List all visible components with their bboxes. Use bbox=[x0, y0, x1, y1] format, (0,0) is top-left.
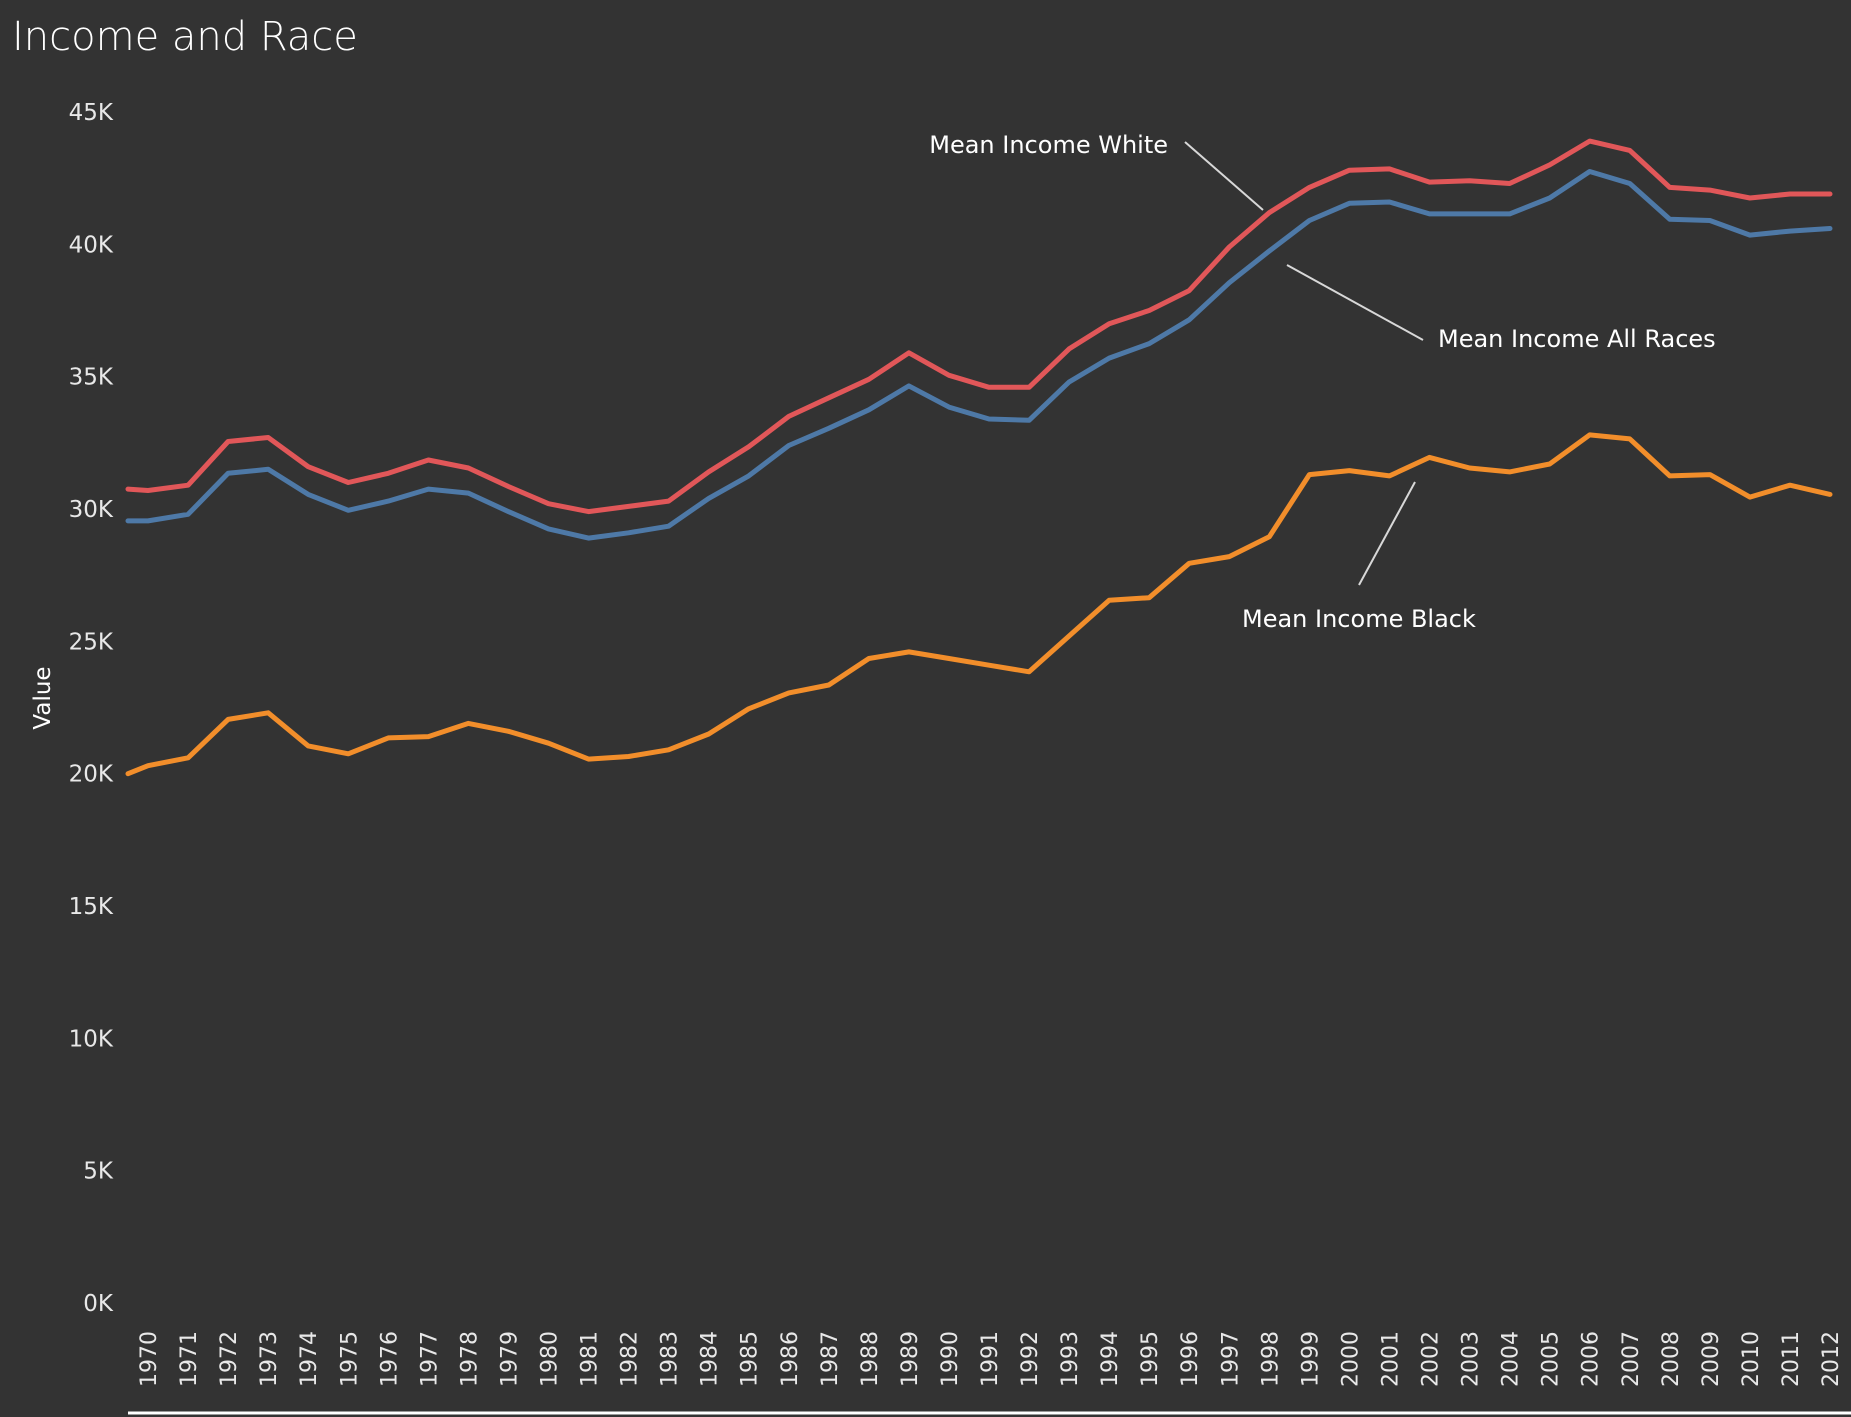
x-tick-label: 1999 bbox=[1298, 1331, 1323, 1387]
y-tick-label: 45K bbox=[69, 100, 114, 126]
y-tick-label: 5K bbox=[83, 1159, 114, 1185]
x-tick-label: 1972 bbox=[217, 1331, 242, 1387]
x-tick-label: 2005 bbox=[1539, 1331, 1564, 1387]
x-tick-label: 1978 bbox=[457, 1331, 482, 1387]
x-tick-label: 1982 bbox=[618, 1331, 643, 1387]
x-tick-label: 1994 bbox=[1098, 1331, 1123, 1387]
x-tick-label: 1976 bbox=[377, 1331, 402, 1387]
x-tick-label: 2007 bbox=[1619, 1331, 1644, 1387]
y-axis-label: Value bbox=[30, 666, 56, 729]
x-tick-label: 1993 bbox=[1058, 1331, 1083, 1387]
y-tick-label: 25K bbox=[69, 629, 114, 655]
x-tick-label: 1996 bbox=[1178, 1331, 1203, 1387]
x-tick-label: 1992 bbox=[1018, 1331, 1043, 1387]
x-tick-label: 2006 bbox=[1579, 1331, 1604, 1387]
x-tick-label: 1979 bbox=[497, 1331, 522, 1387]
y-tick-label: 10K bbox=[69, 1026, 114, 1052]
y-tick-label: 35K bbox=[69, 365, 114, 391]
x-tick-label: 2004 bbox=[1499, 1331, 1524, 1387]
x-tick-label: 1977 bbox=[417, 1331, 442, 1387]
annotation-leader-white bbox=[1184, 141, 1264, 211]
x-tick-label: 1987 bbox=[818, 1331, 843, 1387]
x-tick-label: 2001 bbox=[1378, 1331, 1403, 1387]
y-tick-label: 15K bbox=[69, 894, 114, 920]
x-tick-label: 1986 bbox=[778, 1331, 803, 1387]
x-tick-label: 2011 bbox=[1779, 1331, 1804, 1387]
chart-title: Income and Race bbox=[12, 14, 358, 60]
x-tick-label: 2012 bbox=[1819, 1331, 1844, 1387]
series-lines bbox=[125, 138, 1833, 777]
annotation-leader-black bbox=[1358, 481, 1416, 586]
x-tick-label: 1970 bbox=[137, 1331, 162, 1387]
x-tick-label: 1973 bbox=[257, 1331, 282, 1387]
x-tick-label: 2000 bbox=[1338, 1331, 1363, 1387]
y-tick-label: 0K bbox=[83, 1291, 114, 1317]
x-tick-label: 1980 bbox=[537, 1331, 562, 1387]
annotation-mean-income-white: Mean Income White bbox=[929, 131, 1168, 159]
y-tick-label: 30K bbox=[69, 497, 114, 523]
x-tick-label: 1988 bbox=[858, 1331, 883, 1387]
annotation-mean-income-all-races: Mean Income All Races bbox=[1438, 325, 1716, 353]
y-axis-ticks: 0K 5K 10K 15K 20K 25K 30K 35K 40K 45K bbox=[69, 100, 114, 1317]
x-tick-label: 1983 bbox=[658, 1331, 683, 1387]
y-tick-label: 40K bbox=[69, 232, 114, 258]
series-line-mean-income-black bbox=[125, 432, 1833, 777]
x-tick-label: 1971 bbox=[177, 1331, 202, 1387]
x-tick-label: 1998 bbox=[1258, 1331, 1283, 1387]
x-tick-label: 1990 bbox=[938, 1331, 963, 1387]
annotation-mean-income-black: Mean Income Black bbox=[1242, 605, 1476, 633]
x-tick-label: 1975 bbox=[337, 1331, 362, 1387]
x-tick-label: 2002 bbox=[1419, 1331, 1444, 1387]
x-tick-label: 1981 bbox=[578, 1331, 603, 1387]
x-tick-label: 2003 bbox=[1459, 1331, 1484, 1387]
series-line-mean-income-white bbox=[125, 138, 1833, 515]
x-tick-label: 1989 bbox=[898, 1331, 923, 1387]
x-tick-label: 1984 bbox=[698, 1331, 723, 1387]
x-tick-label: 1974 bbox=[297, 1331, 322, 1387]
annotation-leader-all-races bbox=[1286, 264, 1424, 341]
y-tick-label: 20K bbox=[69, 762, 114, 788]
x-tick-label: 2010 bbox=[1739, 1331, 1764, 1387]
x-tick-label: 2008 bbox=[1659, 1331, 1684, 1387]
x-tick-label: 1985 bbox=[738, 1331, 763, 1387]
x-tick-label: 1991 bbox=[978, 1331, 1003, 1387]
x-tick-label: 1997 bbox=[1218, 1331, 1243, 1387]
x-tick-label: 2009 bbox=[1699, 1331, 1724, 1387]
series-line-mean-income-all-races bbox=[125, 169, 1833, 541]
x-tick-label: 1995 bbox=[1138, 1331, 1163, 1387]
x-axis-ticks: 1970 1971 1972 1973 1974 1975 1976 1977 1978 1979… bbox=[137, 1331, 1844, 1387]
